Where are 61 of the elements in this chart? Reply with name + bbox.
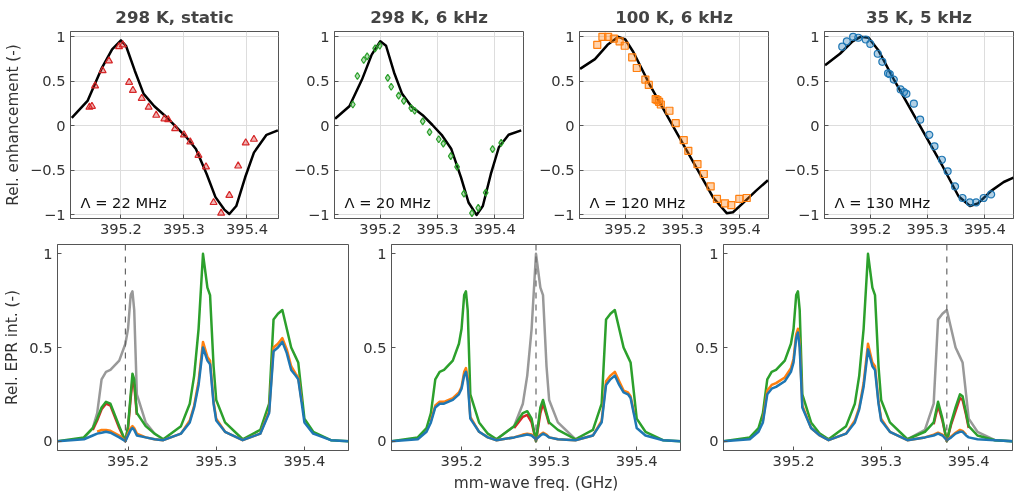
y-tick-label: 1 <box>43 244 53 262</box>
y-tick-label: 1 <box>810 27 820 45</box>
y-tick-label: 0 <box>709 432 719 450</box>
x-tick-label: 395.4 <box>226 219 268 237</box>
x-tick-label: 395.4 <box>718 219 761 237</box>
annotation: Λ = 20 MHz <box>344 193 432 211</box>
chart-title: 298 K, 6 kHz <box>370 7 488 27</box>
x-tick-label: 395.2 <box>359 219 402 237</box>
y-tick-label: 0 <box>565 116 575 134</box>
y-tick-label: 0.5 <box>796 72 820 90</box>
y-tick-label: 1 <box>320 27 330 45</box>
x-tick-label: 395.3 <box>906 219 949 237</box>
x-tick-label: 395.4 <box>283 451 326 469</box>
y-tick-label: −1 <box>43 205 66 223</box>
y-tick-label: 0 <box>810 116 820 134</box>
y-tick-label: 1 <box>709 244 719 262</box>
x-tick-label: 395.2 <box>772 451 815 469</box>
x-tick-label: 395.4 <box>473 219 516 237</box>
x-tick-label: 395.2 <box>849 219 892 237</box>
annotation: Λ = 120 MHz <box>589 193 686 211</box>
chart-title: 35 K, 5 kHz <box>865 7 973 27</box>
y-tick-label: 1 <box>56 27 66 45</box>
x-tick-label: 395.3 <box>162 219 205 237</box>
y-tick-label: 0 <box>56 116 66 134</box>
y-tick-label: 0.5 <box>42 72 66 90</box>
annotation: Λ = 130 MHz <box>834 193 931 211</box>
y-tick-label: 0.5 <box>306 72 330 90</box>
x-tick-label: 395.4 <box>947 451 990 469</box>
x-tick-label: 395.2 <box>604 219 647 237</box>
y-tick-label: −0.5 <box>293 161 330 179</box>
chart-title: 298 K, static <box>115 7 234 27</box>
y-tick-label: 1 <box>565 27 575 45</box>
y-tick-label: −1 <box>307 205 330 223</box>
x-tick-label: 395.3 <box>195 451 238 469</box>
x-axis-title: mm-wave freq. (GHz) <box>453 473 619 492</box>
x-tick-label: 395.3 <box>528 451 571 469</box>
y-tick-label: 0.5 <box>29 338 53 356</box>
x-tick-label: 395.4 <box>615 451 658 469</box>
x-tick-label: 395.2 <box>107 451 150 469</box>
y-tick-label: 0.5 <box>363 338 387 356</box>
y-tick-label: 1 <box>377 244 387 262</box>
y-tick-label: −0.5 <box>29 161 66 179</box>
x-tick-label: 395.2 <box>99 219 142 237</box>
annotation: Λ = 22 MHz <box>80 193 168 211</box>
y-tick-label: 0.5 <box>695 338 719 356</box>
y-tick-label: −1 <box>797 205 820 223</box>
x-tick-label: 395.3 <box>860 451 903 469</box>
x-tick-label: 395.4 <box>963 219 1006 237</box>
chart-title: 100 K, 6 kHz <box>615 7 733 27</box>
x-tick-label: 395.2 <box>440 451 483 469</box>
y-tick-label: 0 <box>320 116 330 134</box>
y-tick-label: −1 <box>552 205 575 223</box>
y-tick-label: 0 <box>43 432 53 450</box>
y-axis-title: Rel. enhancement (-) <box>3 44 22 206</box>
y-tick-label: −0.5 <box>538 161 575 179</box>
y-tick-label: 0 <box>377 432 387 450</box>
y-tick-label: 0.5 <box>551 72 575 90</box>
x-tick-label: 395.3 <box>416 219 459 237</box>
x-tick-label: 395.3 <box>661 219 704 237</box>
y-axis-title: Rel. EPR int. (-) <box>3 289 22 406</box>
y-tick-label: −0.5 <box>783 161 820 179</box>
